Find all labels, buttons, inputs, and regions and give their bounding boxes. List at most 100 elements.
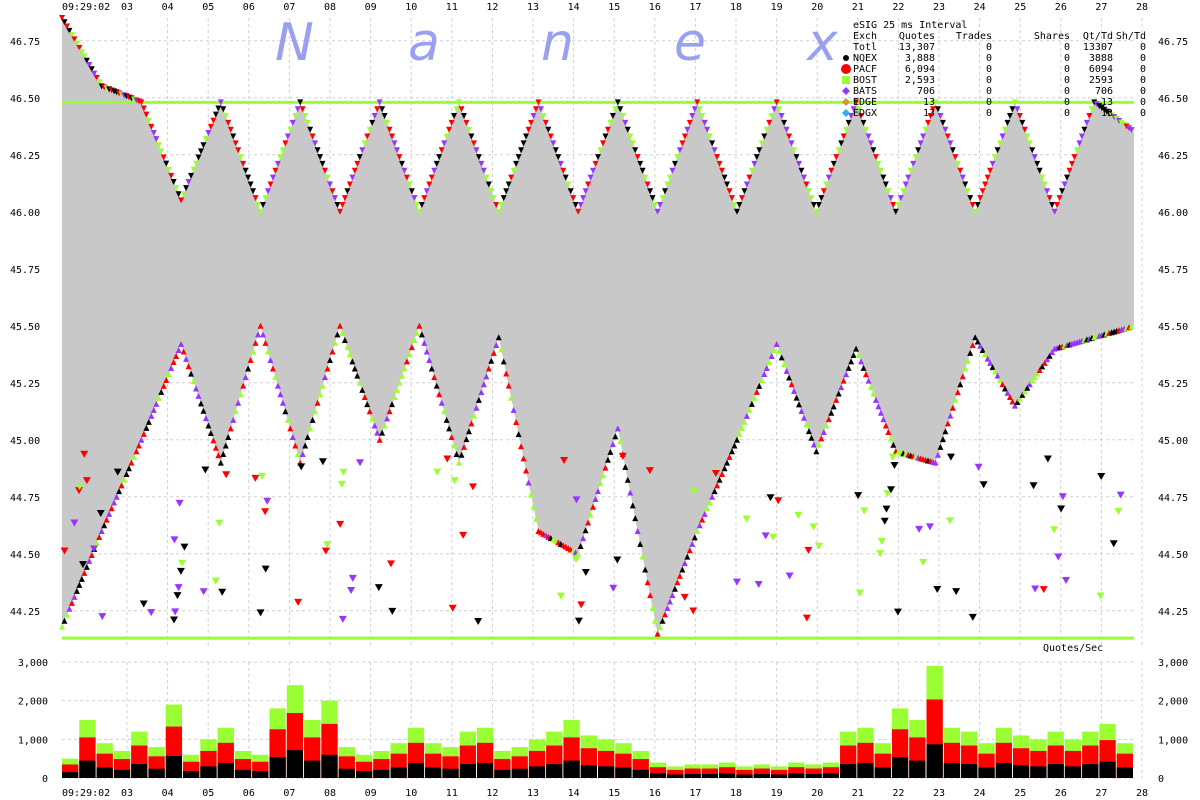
bid-quote-marker <box>245 365 252 372</box>
ask-quote-marker <box>845 119 852 126</box>
ask-quote-marker <box>163 160 170 167</box>
ask-quote-marker <box>652 201 659 208</box>
bid-quote-marker <box>217 459 224 466</box>
ask-quote-marker <box>597 147 604 154</box>
bid-quote-marker <box>488 357 495 364</box>
time-tick-bottom: 09 <box>365 788 377 799</box>
ask-quote-marker <box>165 166 172 173</box>
ask-quote-marker <box>912 154 919 161</box>
ask-quote-marker <box>748 167 755 174</box>
away-quote-marker <box>222 471 231 479</box>
legend-cell: 2593 <box>1089 75 1113 86</box>
ask-quote-marker <box>168 172 175 179</box>
ask-quote-marker <box>711 147 718 154</box>
ask-quote-marker <box>882 181 889 188</box>
ask-quote-marker <box>1044 188 1051 195</box>
ask-quote-marker <box>334 201 341 208</box>
ask-quote-marker <box>1051 208 1058 215</box>
ask-quote-marker <box>140 105 147 112</box>
ask-quote-marker <box>143 111 150 118</box>
bid-quote-marker <box>982 351 989 358</box>
bid-quote-marker <box>1019 391 1026 398</box>
away-quote-marker <box>690 488 699 496</box>
away-quote-marker <box>618 452 627 460</box>
away-quote-marker <box>75 487 84 495</box>
ask-quote-marker <box>1034 160 1041 167</box>
bid-quote-marker <box>580 535 587 542</box>
rate-bar-nqex <box>719 773 736 778</box>
legend-cell: 0 <box>1064 97 1070 108</box>
bid-quote-marker <box>381 422 388 429</box>
ask-quote-marker <box>406 181 413 188</box>
away-quote-marker <box>1029 482 1038 490</box>
rate-tick-right: 2,000 <box>1158 697 1188 708</box>
bid-quote-marker <box>657 624 664 631</box>
bid-quote-marker <box>133 448 140 455</box>
time-tick-top: 06 <box>243 2 255 13</box>
bid-quote-marker <box>324 365 331 372</box>
ask-quote-marker <box>81 53 88 60</box>
bid-quote-marker <box>490 349 497 356</box>
bid-quote-marker <box>530 503 537 510</box>
away-quote-marker <box>1114 507 1123 515</box>
ask-quote-marker <box>557 160 564 167</box>
ask-quote-marker <box>542 119 549 126</box>
bid-quote-marker <box>796 401 802 408</box>
bid-quote-marker <box>230 416 237 423</box>
bid-quote-marker <box>840 377 847 384</box>
ask-quote-marker <box>158 148 165 155</box>
bid-quote-marker <box>659 617 666 624</box>
ask-quote-marker <box>480 167 487 174</box>
away-quote-marker <box>883 490 892 498</box>
ask-quote-marker <box>1126 125 1133 132</box>
time-tick-bottom: 18 <box>730 788 742 799</box>
ask-quote-marker <box>959 174 966 181</box>
ask-quote-marker <box>416 208 423 215</box>
bid-quote-marker <box>331 339 338 346</box>
quote-markers <box>59 15 1135 637</box>
ask-quote-marker <box>810 201 817 208</box>
rate-bar-pacf <box>753 768 770 778</box>
bid-quote-marker <box>962 365 969 372</box>
away-quote-marker <box>979 481 988 489</box>
bid-quote-marker <box>269 365 276 372</box>
spread-area <box>62 18 1134 640</box>
rate-tick-left: 3,000 <box>18 658 48 669</box>
ask-quote-marker <box>349 174 356 181</box>
bid-quote-marker <box>867 384 874 391</box>
bid-quote-marker <box>389 401 396 408</box>
ask-quote-marker <box>240 160 247 167</box>
rate-bar-pacf <box>788 767 805 778</box>
bid-quote-marker <box>1011 402 1018 409</box>
ask-quote-marker <box>207 123 214 130</box>
away-quote-marker <box>946 453 955 461</box>
ask-quote-marker <box>1031 154 1038 161</box>
bid-quote-marker <box>992 368 999 375</box>
bid-quote-marker <box>694 528 701 534</box>
away-quote-marker <box>1058 493 1067 501</box>
bid-quote-marker <box>68 599 75 606</box>
bid-quote-marker <box>88 551 95 558</box>
bid-quote-marker <box>1021 388 1028 395</box>
bid-quote-marker <box>257 322 264 329</box>
ask-quote-marker <box>376 99 383 106</box>
legend-header-cell: Quotes <box>899 31 935 42</box>
bid-quote-marker <box>215 452 222 459</box>
time-tick-top: 25 <box>1014 2 1026 13</box>
ask-quote-marker <box>860 119 867 126</box>
away-quote-marker <box>689 607 698 615</box>
rate-bar-pacf <box>805 768 822 778</box>
rate-bar-nqex <box>148 768 165 778</box>
time-tick-top: 22 <box>892 2 904 13</box>
time-tick-bottom: 07 <box>283 788 295 799</box>
ask-quote-marker <box>1041 181 1048 188</box>
ask-quote-marker <box>781 119 788 126</box>
away-quote-marker <box>448 604 457 612</box>
away-quote-marker <box>1097 473 1106 481</box>
rate-bar-nqex <box>874 767 891 778</box>
bid-quote-marker <box>803 421 810 428</box>
ask-quote-marker <box>1101 106 1108 113</box>
ask-quote-marker <box>840 133 847 140</box>
bid-quote-marker <box>820 428 827 435</box>
bid-quote-marker <box>590 503 597 510</box>
